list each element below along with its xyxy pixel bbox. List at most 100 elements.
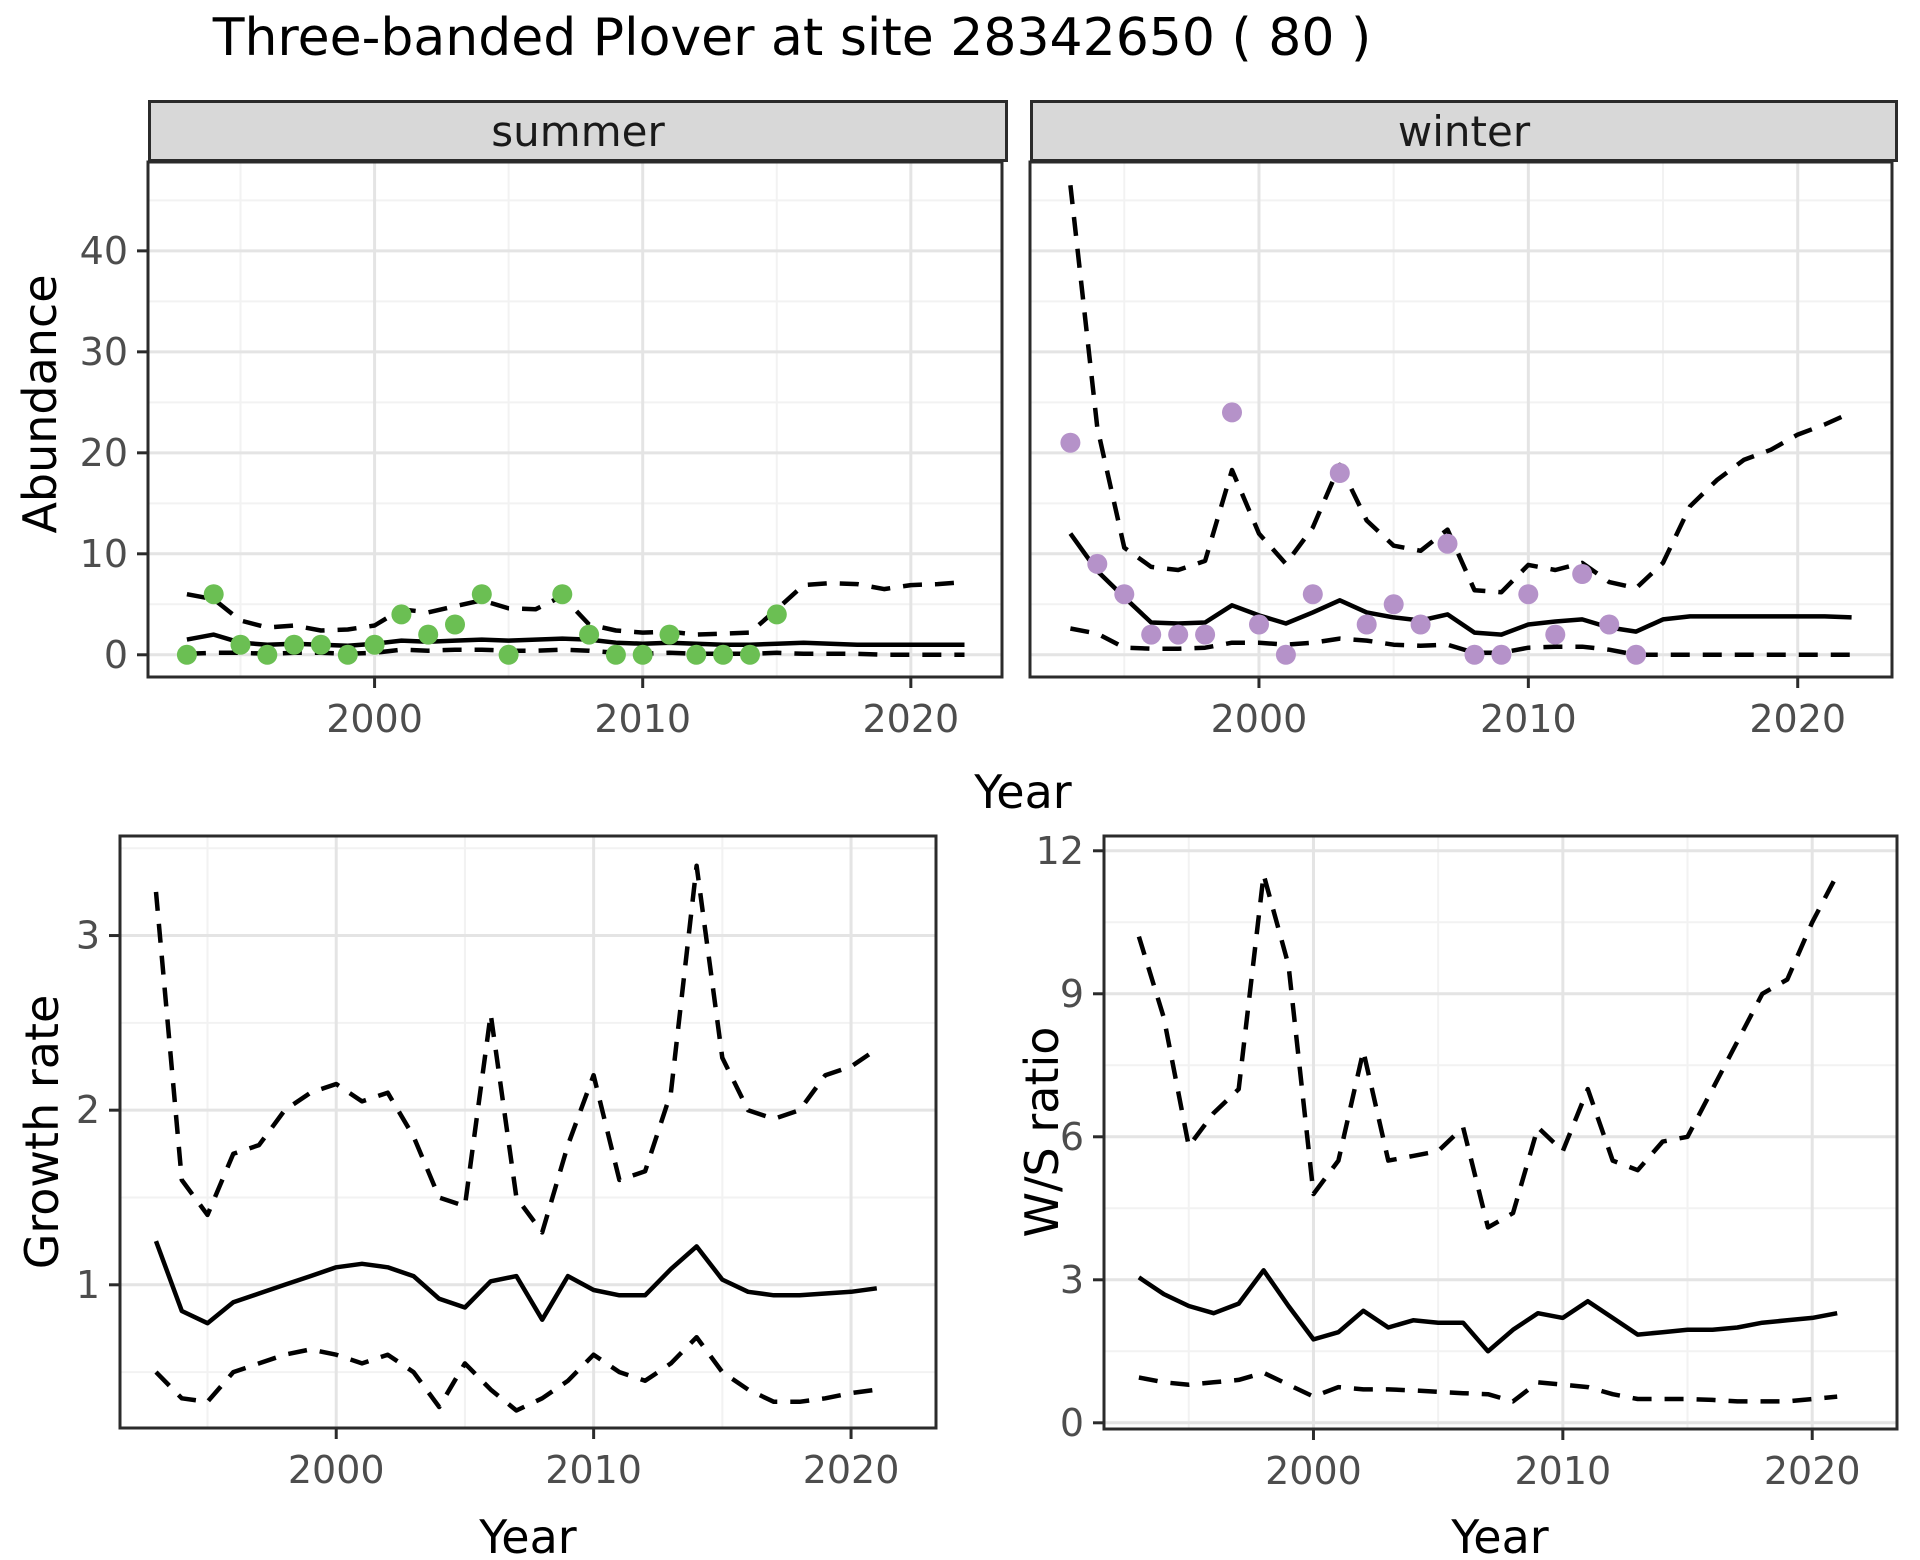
observation-point (659, 624, 680, 645)
gridlines-major (120, 836, 936, 1428)
panel-border (146, 160, 1004, 679)
median-line (153, 1240, 878, 1326)
observation-point (632, 644, 653, 665)
facet-strip-winter: winter (1030, 100, 1898, 162)
facet-strip-summer: summer (148, 100, 1008, 162)
observation-point (686, 644, 707, 665)
observation-point (605, 644, 626, 665)
observation-point (257, 644, 278, 665)
gridlines-minor (1030, 162, 1892, 677)
panel-border (1102, 834, 1899, 1431)
observation-point (1302, 584, 1323, 605)
median-line (1068, 532, 1852, 637)
growth-rate-plot: 2000 2010 2020 1 2 3 (76, 834, 938, 1492)
median-line (1137, 1268, 1838, 1354)
observation-point (1545, 624, 1566, 645)
y-tick-label: 0 (104, 633, 128, 677)
observation-point (1195, 624, 1216, 645)
x-tick-label: 2020 (1749, 697, 1846, 741)
observation-point (579, 624, 600, 645)
lower-ci-line (154, 1334, 878, 1413)
observation-point (176, 644, 197, 665)
x-tick-label: 2020 (803, 1448, 900, 1492)
observation-point (203, 584, 224, 605)
y-tick-label: 2 (76, 1088, 100, 1132)
y-tick-label: 6 (1060, 1115, 1084, 1159)
panel-border (118, 834, 938, 1430)
chart-title: Three-banded Plover at site 28342650 ( 8… (212, 8, 1372, 68)
observation-point (1491, 644, 1512, 665)
axis-ticks: 2000 2010 2020 0 3 6 9 12 (1036, 829, 1861, 1493)
series-group (1136, 872, 1840, 1404)
observation-point (1249, 614, 1269, 635)
x-tick-label: 2000 (1211, 697, 1308, 741)
lower-ci-line (1069, 626, 1852, 658)
x-tick-label: 2010 (1514, 1449, 1611, 1493)
observation-point (1275, 644, 1296, 665)
summer-abundance-plot: 2000 2010 2020 0 10 20 30 40 (80, 160, 1004, 741)
observation-point (337, 644, 358, 665)
observation-point (310, 634, 331, 655)
observation-point (1087, 553, 1108, 574)
observation-point (1114, 584, 1135, 605)
observation-points (1060, 402, 1647, 665)
observation-point (1329, 463, 1350, 483)
observation-point (1356, 614, 1377, 635)
observation-point (552, 584, 573, 605)
axis-ticks: 2000 2010 2020 1 2 3 (76, 914, 900, 1492)
x-axis-title-year-top: Year (974, 765, 1072, 819)
observation-point (1410, 614, 1431, 635)
lower-ci-line (1138, 1370, 1838, 1404)
x-tick-label: 2000 (288, 1448, 385, 1492)
observation-point (391, 604, 412, 625)
facet-strip-winter-label: winter (1397, 106, 1531, 156)
observation-point (1222, 402, 1242, 423)
panel-background (1104, 836, 1897, 1429)
observation-point (1437, 533, 1458, 554)
y-tick-label: 12 (1036, 829, 1084, 873)
observation-point (1599, 614, 1620, 635)
y-tick-label: 3 (76, 914, 100, 958)
upper-ci-line (1068, 184, 1853, 595)
x-tick-label: 2010 (594, 697, 691, 741)
x-tick-label: 2010 (1480, 697, 1577, 741)
x-axis-title-year-ws: Year (1451, 1510, 1549, 1560)
axis-ticks: 2000 2010 2020 (1211, 677, 1846, 741)
observation-point (284, 634, 305, 655)
y-axis-title-abundance: Abundance (13, 274, 67, 534)
panel-background (148, 162, 1002, 677)
observation-point (364, 634, 385, 655)
y-tick-label: 20 (80, 431, 128, 475)
x-tick-label: 2000 (326, 697, 423, 741)
observation-point (1168, 624, 1189, 645)
y-tick-label: 0 (1060, 1401, 1084, 1445)
gridlines-minor (148, 162, 1002, 677)
observation-point (418, 624, 439, 645)
x-axis-title-year-growth: Year (479, 1510, 577, 1560)
observation-point (498, 644, 519, 665)
observation-point (1060, 432, 1081, 453)
panel-background (120, 836, 936, 1428)
observation-points (176, 584, 787, 665)
upper-ci-line (186, 579, 965, 637)
winter-abundance-plot: 2000 2010 2020 (1028, 160, 1894, 741)
observation-point (1141, 624, 1162, 645)
upper-ci-line (1136, 872, 1840, 1230)
series-group (1060, 184, 1853, 665)
observation-point (1518, 584, 1539, 605)
panel-background (1030, 162, 1892, 677)
observation-point (740, 644, 760, 665)
observation-point (713, 644, 734, 665)
facet-strip-summer-label: summer (491, 106, 665, 156)
observation-point (1626, 644, 1647, 665)
observation-point (471, 584, 492, 605)
y-axis-title-growth-rate: Growth rate (15, 994, 69, 1270)
x-tick-label: 2020 (1764, 1449, 1861, 1493)
y-tick-label: 30 (80, 330, 128, 374)
observation-point (1572, 564, 1593, 584)
observation-point (445, 614, 465, 635)
x-tick-label: 2020 (862, 697, 959, 741)
x-tick-label: 2010 (545, 1448, 642, 1492)
y-tick-label: 40 (80, 229, 128, 273)
